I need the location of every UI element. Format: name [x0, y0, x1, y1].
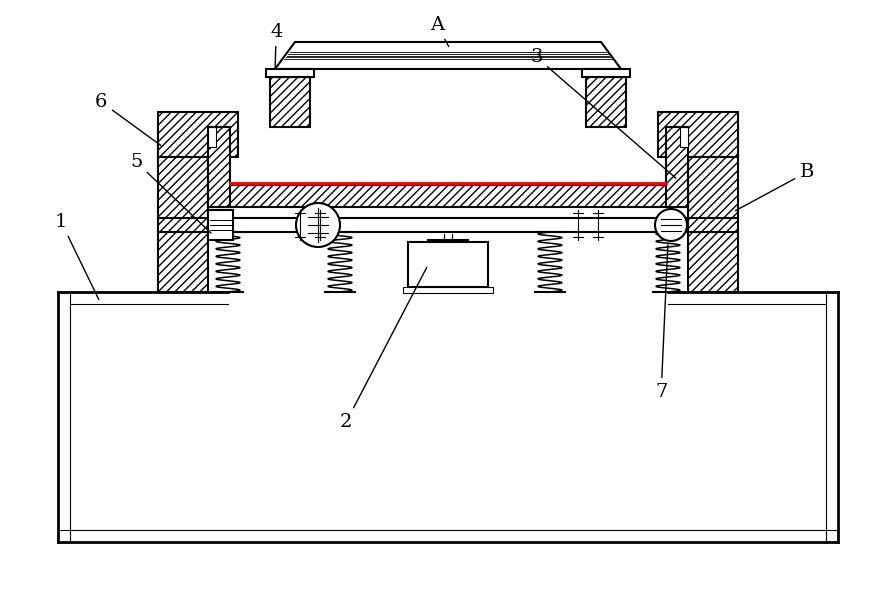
Text: 1: 1 — [55, 213, 99, 300]
Bar — [680, 127, 688, 147]
Text: B: B — [736, 163, 814, 211]
Text: 4: 4 — [270, 23, 282, 69]
Bar — [208, 185, 688, 207]
Bar — [266, 69, 314, 77]
Polygon shape — [275, 42, 621, 69]
Text: 5: 5 — [130, 153, 211, 233]
Bar — [408, 242, 488, 287]
Bar — [208, 210, 233, 240]
Bar — [158, 112, 238, 157]
Bar — [658, 112, 738, 157]
Text: 7: 7 — [655, 245, 668, 401]
Circle shape — [655, 209, 687, 241]
Text: A: A — [430, 16, 449, 47]
Text: 6: 6 — [95, 93, 160, 145]
Text: 2: 2 — [340, 267, 426, 431]
Bar — [688, 127, 738, 292]
Bar — [666, 127, 688, 207]
Bar — [403, 287, 493, 293]
Bar — [208, 127, 230, 207]
Circle shape — [296, 203, 340, 247]
Bar — [586, 77, 626, 127]
Text: 3: 3 — [530, 48, 676, 178]
Bar — [158, 127, 208, 292]
Bar — [270, 77, 310, 127]
Bar — [582, 69, 630, 77]
Bar — [208, 127, 216, 147]
